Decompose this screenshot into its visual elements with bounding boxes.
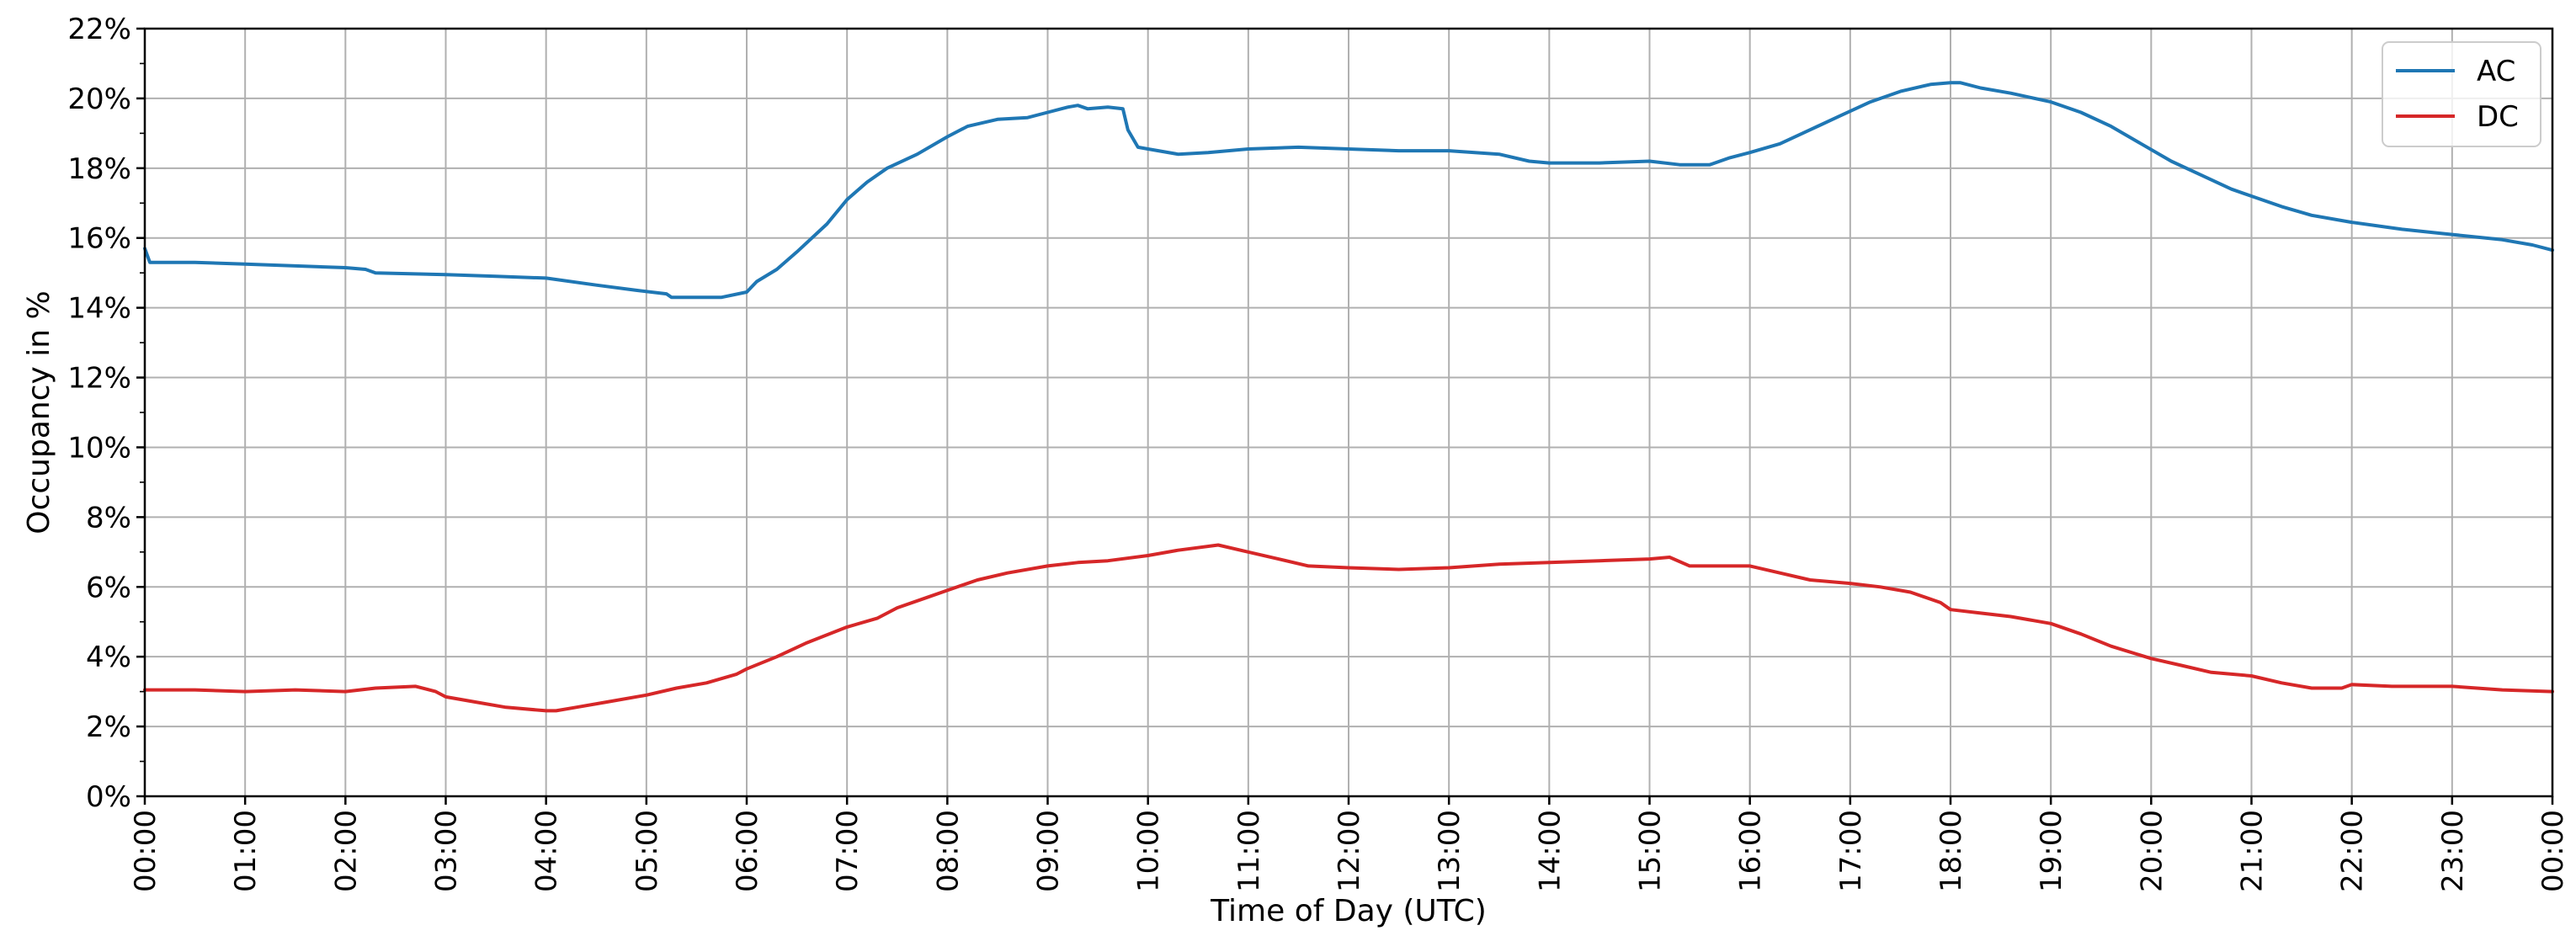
legend-label-ac: AC xyxy=(2477,55,2515,88)
y-tick-label: 22% xyxy=(67,13,131,46)
y-axis-label: Occupancy in % xyxy=(22,290,56,534)
y-tick-label: 12% xyxy=(67,362,131,396)
x-tick-label: 12:00 xyxy=(1333,810,1366,892)
x-tick-label: 13:00 xyxy=(1433,810,1466,892)
x-tick-label: 00:00 xyxy=(2536,810,2570,892)
x-tick-label: 01:00 xyxy=(229,810,263,892)
x-tick-label: 04:00 xyxy=(530,810,564,892)
x-tick-label: 18:00 xyxy=(1935,810,1968,892)
y-tick-label: 16% xyxy=(67,222,131,256)
x-tick-label: 23:00 xyxy=(2436,810,2470,892)
x-tick-label: 11:00 xyxy=(1232,810,1266,892)
y-axis-ticks: 0% 2% 4% 6% 8% 10% 12% 14% 16% 18% 20% 22% xyxy=(67,13,145,814)
x-tick-label: 02:00 xyxy=(329,810,363,892)
x-tick-label: 05:00 xyxy=(631,810,664,892)
x-tick-label: 17:00 xyxy=(1834,810,1868,892)
y-tick-label: 6% xyxy=(86,571,131,604)
x-tick-label: 14:00 xyxy=(1533,810,1567,892)
legend-box xyxy=(2382,41,2541,147)
y-tick-label: 8% xyxy=(86,501,131,534)
series-line-dc xyxy=(143,543,2554,713)
y-tick-label: 0% xyxy=(86,780,131,814)
x-tick-label: 10:00 xyxy=(1132,810,1166,892)
grid-lines xyxy=(144,28,2553,797)
x-tick-label: 15:00 xyxy=(1634,810,1668,892)
x-axis-label: Time of Day (UTC) xyxy=(1210,894,1487,928)
x-axis-ticks: 00:00 01:00 02:00 03:00 04:00 05:00 06:00 07:00… xyxy=(129,796,2570,892)
y-tick-label: 20% xyxy=(67,82,131,116)
y-tick-label: 10% xyxy=(67,431,131,465)
x-tick-label: 03:00 xyxy=(430,810,464,892)
legend-label-dc: DC xyxy=(2477,100,2519,134)
x-tick-label: 20:00 xyxy=(2135,810,2169,892)
series-line-ac xyxy=(143,81,2554,300)
x-tick-label: 06:00 xyxy=(731,810,764,892)
y-tick-label: 4% xyxy=(86,641,131,674)
x-tick-label: 09:00 xyxy=(1032,810,1066,892)
legend: AC DC xyxy=(2382,41,2541,147)
x-tick-label: 16:00 xyxy=(1734,810,1768,892)
y-tick-label: 14% xyxy=(67,292,131,326)
y-tick-label: 2% xyxy=(86,710,131,744)
y-tick-label: 18% xyxy=(67,152,131,186)
series-lines xyxy=(143,81,2554,713)
x-tick-label: 07:00 xyxy=(831,810,865,892)
x-tick-label: 22:00 xyxy=(2336,810,2370,892)
x-tick-label: 19:00 xyxy=(2035,810,2068,892)
x-tick-label: 21:00 xyxy=(2236,810,2270,892)
x-tick-label: 08:00 xyxy=(931,810,965,892)
x-tick-label: 00:00 xyxy=(129,810,162,892)
